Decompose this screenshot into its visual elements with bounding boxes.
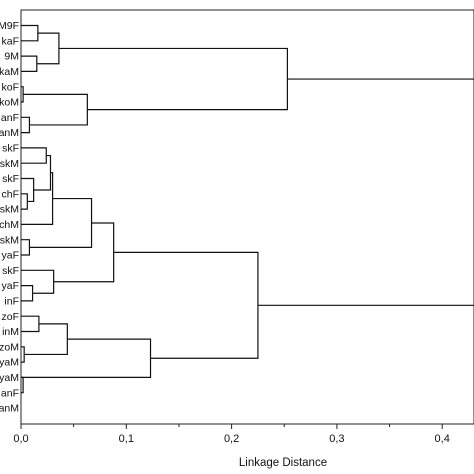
dendrogram-link bbox=[36, 32, 60, 65]
leaf-label: zoF bbox=[1, 311, 19, 323]
leaf-label: anF bbox=[1, 112, 19, 124]
leaf-label: 9M bbox=[4, 51, 19, 63]
leaf-label: skM bbox=[0, 158, 19, 170]
leaf-label: skF bbox=[2, 143, 19, 155]
leaf-label: M9F bbox=[0, 20, 19, 32]
dendrogram-link bbox=[113, 251, 259, 359]
dendrogram-link bbox=[33, 154, 52, 191]
leaf-label: chF bbox=[1, 188, 19, 200]
leaf-label: koF bbox=[1, 81, 19, 93]
dendrogram-link bbox=[21, 285, 34, 302]
leaf-label: yaM bbox=[0, 357, 19, 369]
leaf-labels: M9F kaF 9M kaM koF koM anF anM skF skM skF chF skM ch… bbox=[0, 20, 19, 415]
leaf-label: skM bbox=[0, 204, 19, 216]
dendrogram-link bbox=[21, 24, 39, 42]
leaf-label: inF bbox=[4, 296, 19, 308]
leaf-label: kaF bbox=[1, 35, 19, 47]
dendrogram-link bbox=[257, 78, 474, 306]
dendrogram-link bbox=[58, 47, 289, 111]
leaf-label: anF bbox=[1, 387, 19, 399]
x-axis-title: Linkage Distance bbox=[239, 457, 327, 469]
leaf-label: zoM bbox=[0, 341, 19, 353]
dendrogram-link bbox=[21, 315, 40, 333]
x-tick-label: 0,1 bbox=[119, 433, 134, 445]
x-axis: 0,0 0,1 0,2 0,3 0,4 bbox=[13, 424, 450, 445]
leaf-label: koM bbox=[0, 97, 19, 109]
x-tick-label: 0,3 bbox=[329, 433, 344, 445]
dendrogram-links bbox=[21, 24, 474, 394]
dendrogram-link bbox=[21, 147, 47, 164]
leaf-label: yaF bbox=[1, 280, 19, 292]
leaf-label: yaM bbox=[0, 372, 19, 384]
dendrogram-link bbox=[21, 269, 55, 294]
dendrogram-link bbox=[21, 193, 28, 210]
dendrogram-link bbox=[21, 55, 38, 72]
dendrogram-link bbox=[29, 197, 93, 248]
leaf-label: anM bbox=[0, 127, 19, 139]
x-tick-label: 0,2 bbox=[224, 433, 239, 445]
leaf-label: skF bbox=[2, 265, 19, 277]
leaf-label: chM bbox=[0, 219, 19, 231]
dendrogram-link bbox=[21, 116, 31, 134]
dendrogram-link bbox=[53, 222, 115, 283]
plot-frame bbox=[20, 9, 474, 425]
leaf-label: kaM bbox=[0, 66, 19, 78]
leaf-label: yaF bbox=[1, 250, 19, 262]
dendrogram-link bbox=[21, 239, 31, 256]
dendrogram-link bbox=[23, 93, 88, 126]
leaf-label: skM bbox=[0, 234, 19, 246]
dendrogram-link bbox=[21, 338, 152, 378]
dendrogram-link bbox=[24, 323, 68, 356]
leaf-label: inM bbox=[2, 326, 19, 338]
dendrogram-link bbox=[21, 172, 54, 225]
x-tick-label: 0,4 bbox=[435, 433, 450, 445]
leaf-label: anM bbox=[0, 403, 19, 415]
leaf-label: skF bbox=[2, 173, 19, 185]
x-tick-label: 0,0 bbox=[13, 433, 28, 445]
